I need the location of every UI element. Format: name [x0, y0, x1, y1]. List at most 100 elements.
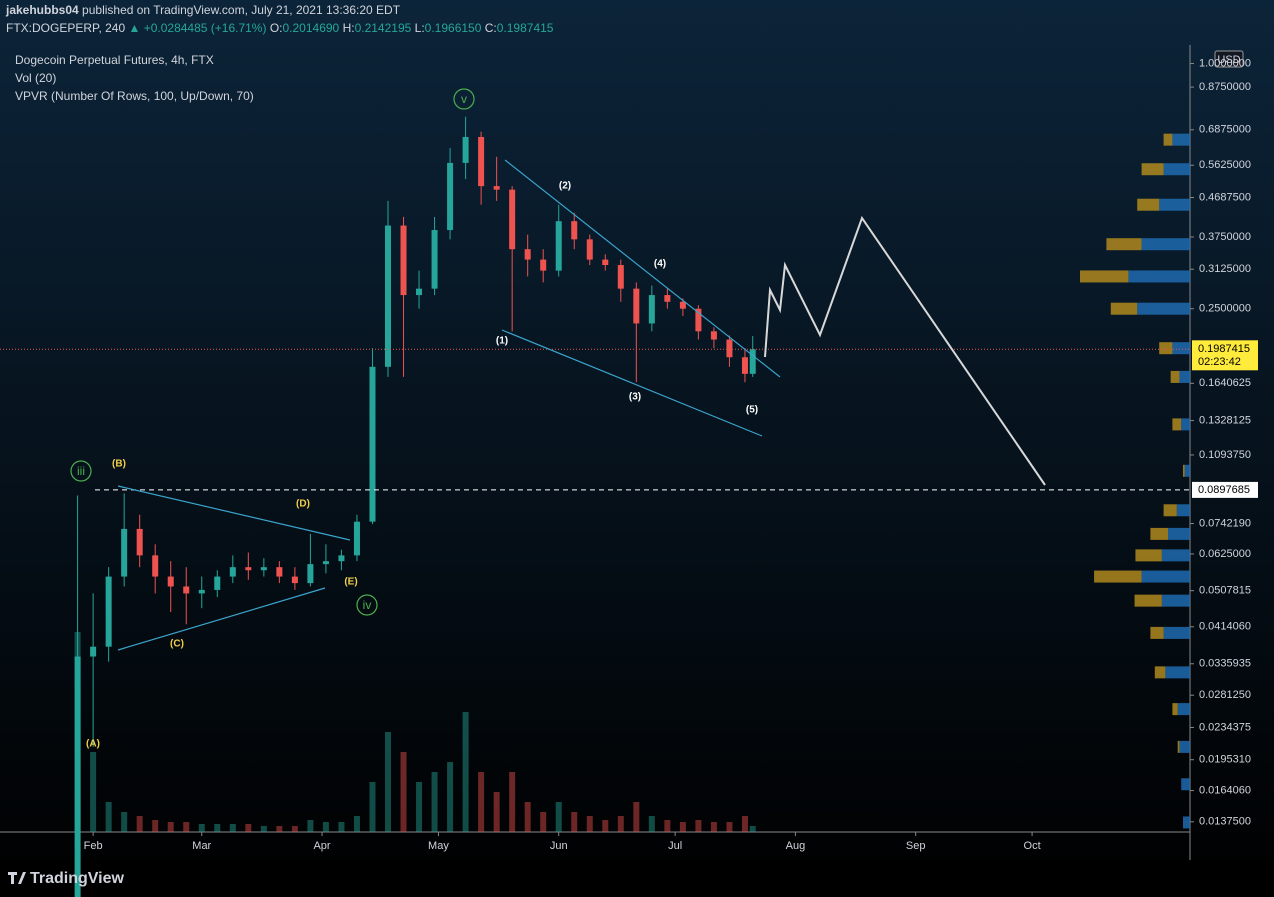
volume-bar [602, 820, 609, 832]
candle-body [555, 221, 562, 271]
profile-up [1141, 570, 1190, 583]
wave-label: (C) [170, 639, 184, 650]
candle-body [245, 567, 252, 571]
y-tick-label: 1.0000000 [1199, 57, 1251, 69]
profile-down [1170, 370, 1180, 383]
legend-item: VPVR (Number Of Rows, 100, Up/Down, 70) [15, 89, 254, 103]
profile-up [1184, 464, 1190, 477]
ohlc-label: H: [342, 21, 355, 35]
y-tick-label: 0.0164060 [1199, 784, 1251, 796]
volume-bar [214, 824, 221, 832]
candle-body [198, 589, 205, 594]
volume-bar [260, 826, 267, 832]
profile-down [1150, 626, 1164, 639]
candle-body [710, 331, 717, 340]
volume-bar [198, 824, 205, 832]
volume-bar [710, 822, 717, 832]
volume-bar [617, 816, 624, 832]
y-tick-label: 0.3125000 [1199, 263, 1251, 275]
x-tick-label: Jun [550, 840, 568, 852]
candle-body [617, 265, 624, 289]
y-tick-label: 0.0742190 [1199, 517, 1251, 529]
currency: USD [1217, 54, 1240, 66]
candle-body [478, 136, 485, 187]
candle-body [431, 230, 438, 289]
wave-circle [356, 594, 378, 616]
profile-up [1177, 703, 1190, 716]
candle-body [726, 339, 733, 358]
profile-up [1172, 133, 1190, 146]
volume-bar [493, 792, 500, 832]
candle-body [648, 295, 655, 324]
candle-body [121, 528, 128, 577]
candle-body [447, 162, 454, 231]
volume-bar [338, 822, 345, 832]
wave-label: (E) [344, 577, 357, 588]
volume-bar [291, 826, 298, 832]
candle-body [741, 357, 748, 374]
profile-up [1179, 370, 1190, 383]
y-tick-label: 0.0414060 [1199, 621, 1251, 633]
legend-item: Dogecoin Perpetual Futures, 4h, FTX [15, 53, 214, 67]
profile-down [1135, 549, 1162, 562]
volume-bar [167, 822, 174, 832]
volume-bar [245, 824, 252, 832]
candle-body [214, 576, 221, 590]
candle-body [540, 259, 547, 271]
hline-box [1192, 481, 1258, 498]
candle-body [571, 221, 578, 240]
wave-label: iv [363, 598, 372, 612]
volume-bar [105, 802, 112, 832]
profile-down [1150, 527, 1168, 540]
wave-label: v [461, 92, 467, 106]
y-tick-label: 0.6875000 [1199, 124, 1251, 136]
candle-body [229, 567, 236, 577]
volume-bar [462, 712, 469, 832]
profile-down [1182, 464, 1185, 477]
wave-label: (D) [296, 499, 310, 510]
y-tick-label: 0.1328125 [1199, 415, 1251, 427]
countdown: 02:23:42 [1198, 356, 1241, 368]
volume-bar [540, 812, 547, 832]
author: jakehubbs04 [6, 3, 79, 17]
volume-bar [633, 802, 640, 832]
candle-body [322, 561, 329, 565]
profile-up [1172, 342, 1190, 355]
x-tick-label: Sep [906, 840, 926, 852]
profile-down [1106, 238, 1142, 251]
volume-bar [276, 826, 283, 832]
candle-body [90, 646, 97, 657]
currency-box [1214, 50, 1244, 68]
volume-bar [726, 822, 733, 832]
volume-bar [385, 732, 392, 832]
header-line: jakehubbs04 published on TradingView.com… [6, 3, 400, 17]
footer-bar [0, 860, 1274, 897]
x-tick-label: Feb [84, 840, 103, 852]
ohlc-value: 0.2014690 [282, 21, 340, 35]
y-tick-label: 0.0281250 [1199, 689, 1251, 701]
volume-bar [648, 816, 655, 832]
volume-bar [741, 816, 748, 832]
wave-label: (3) [629, 392, 641, 403]
footer-logo: TradingView [30, 870, 125, 887]
candle-body [167, 576, 174, 587]
y-tick-label: 0.0625000 [1199, 548, 1251, 560]
y-tick-label: 0.0335935 [1199, 658, 1251, 670]
volume-bar [90, 752, 97, 832]
profile-down [1141, 163, 1164, 176]
candle-body [105, 576, 112, 647]
profile-up [1163, 626, 1190, 639]
profile-down [1172, 703, 1178, 716]
profile-down [1154, 666, 1166, 679]
change: ▲ +0.0284485 (+16.71%) [128, 21, 267, 35]
y-tick-label: 0.8750000 [1199, 81, 1251, 93]
wave-label: (1) [496, 336, 508, 347]
volume-bar [749, 826, 756, 832]
profile-down [1134, 594, 1162, 607]
profile-up [1141, 238, 1190, 251]
volume-bar [136, 816, 143, 832]
trendline [117, 587, 326, 651]
x-tick-label: May [428, 840, 449, 852]
candle-body [664, 295, 671, 302]
